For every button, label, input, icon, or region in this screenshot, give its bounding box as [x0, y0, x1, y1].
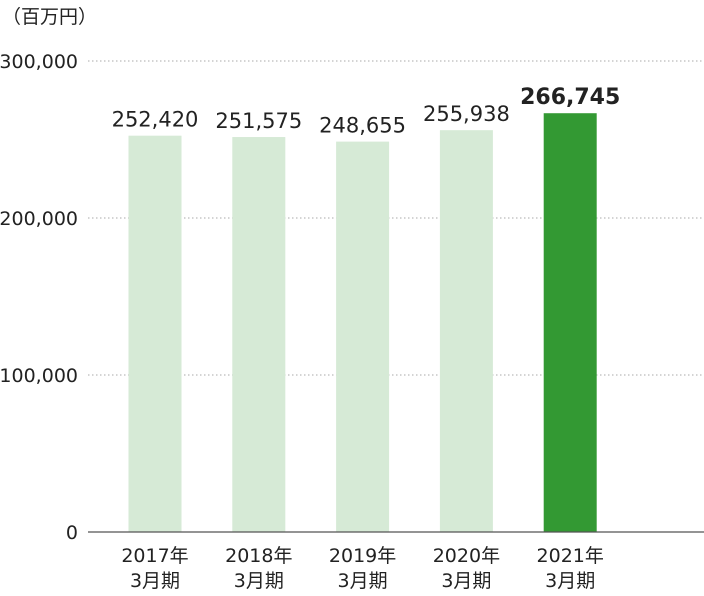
x-tick-label: 3月期 [441, 570, 491, 592]
bar [336, 141, 390, 533]
x-tick-label: 3月期 [234, 570, 284, 592]
y-tick-label: 200,000 [0, 208, 78, 230]
data-label: 252,420 [112, 108, 199, 132]
unit-label: （百万円） [2, 6, 98, 28]
x-tick-label: 2021年 [537, 545, 604, 567]
x-tick-label: 2017年 [121, 545, 188, 567]
bar [543, 113, 597, 532]
y-tick-label: 100,000 [0, 365, 78, 387]
x-tick-label: 3月期 [338, 570, 388, 592]
y-tick-label: 0 [66, 522, 78, 544]
data-label: 266,745 [520, 85, 620, 110]
bar [232, 137, 286, 532]
bar [439, 130, 493, 532]
x-tick-label: 2020年 [433, 545, 500, 567]
x-tick-label: 2018年 [225, 545, 292, 567]
x-tick-label: 3月期 [545, 570, 595, 592]
bar [128, 135, 182, 532]
x-tick-label: 2019年 [329, 545, 396, 567]
data-label: 248,655 [319, 114, 406, 138]
x-tick-label: 3月期 [130, 570, 180, 592]
data-label: 255,938 [423, 102, 510, 126]
data-label: 251,575 [215, 109, 302, 133]
y-tick-label: 300,000 [0, 51, 78, 73]
